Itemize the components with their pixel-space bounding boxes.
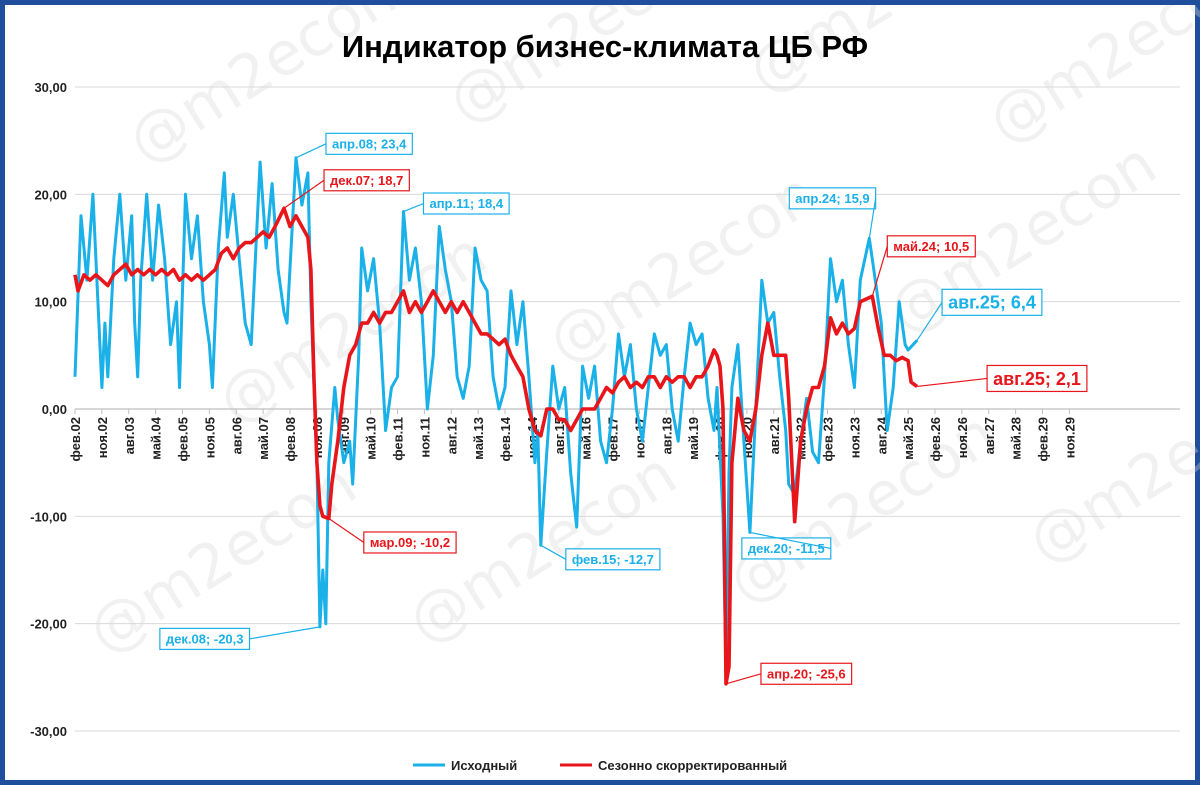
line-chart: @m2econ @m2econ @m2econ@m2econ @m2econ @m2ec…	[30, 5, 1200, 773]
x-tick-label: фев.08	[283, 417, 298, 462]
x-tick-label: фев.26	[928, 417, 943, 462]
x-tick-label: ноя.02	[95, 417, 110, 458]
x-tick-label: май.16	[579, 417, 594, 460]
data-callout: дек.08; -20,3	[159, 626, 320, 650]
x-tick-label: фев.29	[1036, 417, 1051, 462]
data-label-leader	[917, 377, 988, 388]
data-callout: май.24; 10,5	[871, 235, 976, 297]
data-label: май.24; 10,5	[893, 239, 969, 254]
legend-label: Сезонно скорректированный	[598, 758, 787, 773]
y-tick-label: -20,00	[30, 617, 67, 632]
data-callout: фев.15; -12,7	[540, 544, 661, 571]
x-tick-label: ноя.23	[847, 417, 862, 458]
x-tick-label: авг.06	[229, 417, 244, 454]
x-tick-label: авг.15	[552, 417, 567, 454]
data-label: апр.11; 18,4	[429, 196, 503, 211]
y-tick-label: 20,00	[34, 187, 67, 202]
data-label-leader	[403, 202, 424, 213]
watermark-text: @m2econ	[536, 159, 829, 378]
x-tick-label: май.07	[256, 417, 271, 460]
data-callout: дек.20; -11,5	[741, 531, 832, 560]
legend-label: Исходный	[451, 758, 517, 773]
x-tick-label: фев.02	[68, 417, 83, 462]
data-callout: апр.24; 15,9	[788, 187, 877, 239]
data-callout: апр.11; 18,4	[403, 192, 510, 215]
data-callout: апр.20; -25,6	[725, 662, 853, 685]
data-callout: апр.08; 23,4	[295, 132, 413, 159]
data-label-leader	[295, 143, 327, 159]
data-label: мар.09; -10,2	[370, 535, 450, 550]
data-label: дек.07; 18,7	[330, 173, 403, 188]
x-tick-label: ноя.05	[202, 417, 217, 458]
x-tick-label: фев.14	[498, 416, 513, 461]
data-label: фев.15; -12,7	[572, 552, 654, 567]
x-tick-label: авг.27	[982, 417, 997, 454]
data-label-leader	[283, 179, 325, 209]
x-tick-label: май.19	[686, 417, 701, 460]
x-tick-label: авг.21	[767, 417, 782, 454]
data-callout: авг.25; 6,4	[916, 288, 1043, 341]
x-tick-label: фев.23	[821, 417, 836, 462]
x-tick-label: май.10	[364, 417, 379, 460]
data-label-leader	[871, 246, 888, 297]
data-label: апр.08; 23,4	[332, 136, 407, 151]
data-label-leader	[868, 198, 877, 239]
grid-lines	[75, 86, 1180, 732]
x-tick-label: авг.03	[122, 417, 137, 454]
series-lines	[73, 156, 919, 686]
x-tick-label: май.04	[149, 416, 164, 460]
y-tick-label: -10,00	[30, 509, 67, 524]
data-label-leader	[916, 301, 943, 341]
data-callout: авг.25; 2,1	[917, 364, 1088, 393]
data-label-leader	[725, 673, 762, 685]
y-tick-label: 30,00	[34, 80, 67, 95]
y-tick-label: 0,00	[42, 402, 67, 417]
x-tick-label: ноя.29	[1062, 417, 1077, 458]
data-label: дек.20; -11,5	[748, 541, 825, 556]
data-callout: дек.07; 18,7	[283, 169, 410, 209]
data-label-box	[986, 364, 1088, 393]
y-tick-label: 10,00	[34, 295, 67, 310]
data-callout: мар.09; -10,2	[328, 517, 457, 554]
data-label: дек.08; -20,3	[166, 631, 244, 646]
data-label-leader	[540, 544, 567, 560]
x-tick-label: авг.18	[659, 417, 674, 454]
data-label-leader	[249, 626, 320, 640]
watermark-text: @m2econ	[976, 5, 1200, 158]
data-label: апр.20; -25,6	[767, 666, 846, 681]
data-label-box	[941, 288, 1043, 316]
watermark-text: @m2econ	[436, 5, 729, 138]
x-tick-label: май.13	[471, 417, 486, 460]
x-tick-label: ноя.11	[417, 417, 432, 458]
x-tick-label: ноя.26	[955, 417, 970, 458]
series-line-seasonal	[73, 206, 919, 686]
chart-title: Индикатор бизнес-климата ЦБ РФ	[342, 29, 868, 64]
data-label: авг.25; 2,1	[993, 369, 1081, 389]
series-line-raw	[73, 156, 919, 669]
y-axis: 30,00 20,00 10,00 0,00 -10,00 -20,00 -30,00	[30, 80, 67, 739]
x-axis: фев.02 ноя.02 авг.03 май.04 фев.05 ноя.05 авг.…	[68, 409, 1077, 462]
legend: Исходный Сезонно скорректированный	[413, 758, 787, 773]
y-tick-label: -30,00	[30, 724, 67, 739]
x-tick-label: авг.12	[444, 417, 459, 454]
annotations: апр.08; 23,4 дек.07; 18,7 апр.11; 18,4 мар.…	[159, 132, 1088, 685]
x-tick-label: май.25	[901, 417, 916, 460]
x-tick-label: фев.11	[391, 417, 406, 461]
data-label: авг.25; 6,4	[948, 293, 1036, 313]
x-tick-label: фев.05	[176, 417, 191, 462]
x-tick-label: май.28	[1009, 417, 1024, 460]
data-label-leader	[749, 531, 831, 550]
data-label: апр.24; 15,9	[795, 191, 869, 206]
data-label-leader	[328, 517, 365, 543]
